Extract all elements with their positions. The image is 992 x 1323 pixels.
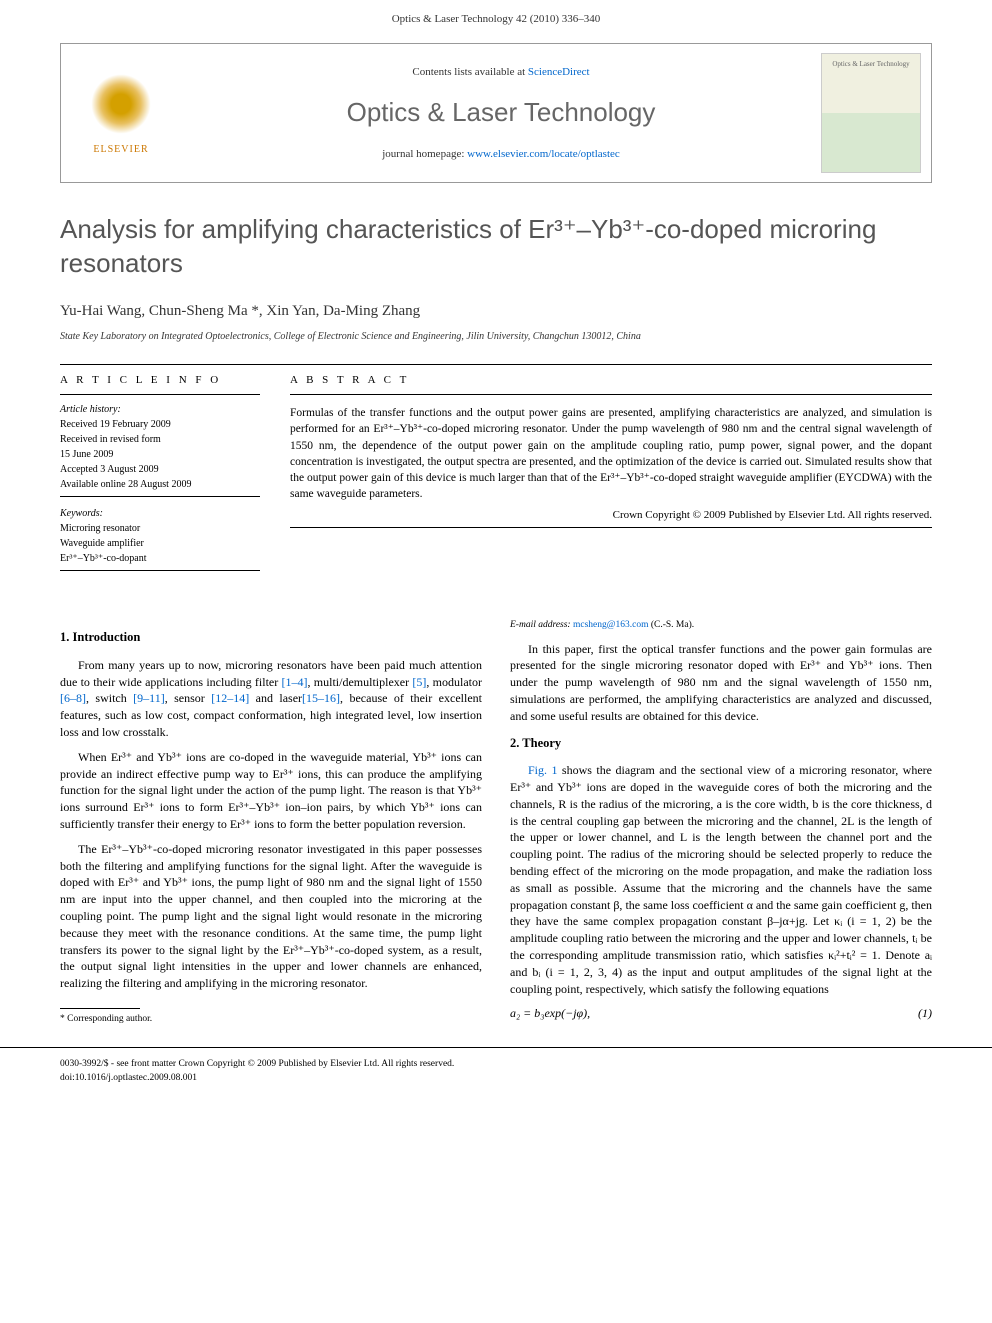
section-1-heading: 1. Introduction — [60, 629, 482, 647]
email-label: E-mail address: — [510, 620, 573, 630]
affiliation: State Key Laboratory on Integrated Optoe… — [60, 330, 932, 344]
email-link[interactable]: mcsheng@163.com — [573, 620, 649, 630]
keyword: Waveguide amplifier — [60, 536, 260, 551]
ref-link[interactable]: [6–8] — [60, 691, 86, 705]
corresponding-author: * Corresponding author. — [60, 1013, 482, 1026]
keyword: Er³⁺–Yb³⁺-co-dopant — [60, 551, 260, 566]
copyright: Crown Copyright © 2009 Published by Else… — [290, 508, 932, 523]
ref-link[interactable]: [5] — [412, 675, 426, 689]
footer-doi: doi:10.1016/j.optlastec.2009.08.001 — [60, 1072, 932, 1085]
article-info-heading: A R T I C L E I N F O — [60, 373, 260, 388]
keyword: Microring resonator — [60, 521, 260, 536]
text: , modulator — [426, 675, 482, 689]
ref-link[interactable]: [9–11] — [133, 691, 165, 705]
info-divider — [60, 496, 260, 497]
abstract-divider — [290, 527, 932, 528]
body-paragraph: In this paper, first the optical transfe… — [510, 641, 932, 725]
body-paragraph: The Er³⁺–Yb³⁺-co-doped microring resonat… — [60, 841, 482, 992]
article-title: Analysis for amplifying characteristics … — [60, 213, 932, 281]
running-header: Optics & Laser Technology 42 (2010) 336–… — [0, 0, 992, 35]
body-paragraph: When Er³⁺ and Yb³⁺ ions are co-doped in … — [60, 749, 482, 833]
history-online: Available online 28 August 2009 — [60, 477, 260, 492]
equation-body: a₂ = b₃exp(−jφ), — [510, 1005, 590, 1022]
abstract-text: Formulas of the transfer functions and t… — [290, 405, 932, 502]
history-revised: Received in revised form — [60, 432, 260, 447]
page-footer: 0030-3992/$ - see front matter Crown Cop… — [0, 1047, 992, 1105]
history-revised-date: 15 June 2009 — [60, 447, 260, 462]
text: , switch — [86, 691, 133, 705]
elsevier-tree-icon — [86, 69, 156, 139]
body-columns: 1. Introduction From many years up to no… — [60, 619, 932, 1031]
divider — [60, 364, 932, 365]
abstract-heading: A B S T R A C T — [290, 373, 932, 388]
contents-line: Contents lists available at ScienceDirec… — [191, 65, 811, 80]
homepage-line: journal homepage: www.elsevier.com/locat… — [191, 147, 811, 162]
cover-text: Optics & Laser Technology — [832, 60, 909, 70]
info-divider — [60, 570, 260, 571]
history-accepted: Accepted 3 August 2009 — [60, 462, 260, 477]
equation-number: (1) — [918, 1005, 932, 1022]
body-paragraph: Fig. 1 shows the diagram and the section… — [510, 762, 932, 997]
footer-line-1: 0030-3992/$ - see front matter Crown Cop… — [60, 1058, 932, 1071]
meta-center: Contents lists available at ScienceDirec… — [181, 55, 821, 172]
history-received: Received 19 February 2009 — [60, 417, 260, 432]
ref-link[interactable]: [12–14] — [211, 691, 249, 705]
abstract-block: A B S T R A C T Formulas of the transfer… — [290, 373, 932, 579]
keywords-label: Keywords: — [60, 507, 260, 521]
text: , sensor — [165, 691, 212, 705]
journal-name: Optics & Laser Technology — [191, 94, 811, 130]
email-suffix: (C.-S. Ma). — [648, 620, 694, 630]
text: and laser — [249, 691, 302, 705]
authors: Yu-Hai Wang, Chun-Sheng Ma *, Xin Yan, D… — [60, 301, 932, 322]
equation-1: a₂ = b₃exp(−jφ), (1) — [510, 1005, 932, 1022]
journal-meta-box: ELSEVIER Contents lists available at Sci… — [60, 43, 932, 183]
article-info: A R T I C L E I N F O Article history: R… — [60, 373, 260, 579]
sciencedirect-link[interactable]: ScienceDirect — [528, 66, 590, 78]
text: , multi/demultiplexer — [308, 675, 413, 689]
ref-link[interactable]: [15–16] — [302, 691, 340, 705]
text: shows the diagram and the sectional view… — [510, 763, 932, 995]
info-abstract-row: A R T I C L E I N F O Article history: R… — [60, 373, 932, 579]
email-footnote: E-mail address: mcsheng@163.com (C.-S. M… — [510, 619, 932, 632]
contents-prefix: Contents lists available at — [412, 66, 527, 78]
homepage-prefix: journal homepage: — [382, 148, 467, 160]
abstract-divider — [290, 394, 932, 395]
footnote-separator — [60, 1008, 140, 1009]
history-label: Article history: — [60, 403, 260, 417]
journal-cover-thumb: Optics & Laser Technology — [821, 53, 921, 173]
elsevier-logo: ELSEVIER — [61, 44, 181, 182]
elsevier-label: ELSEVIER — [93, 143, 148, 157]
homepage-link[interactable]: www.elsevier.com/locate/optlastec — [467, 148, 620, 160]
body-paragraph: From many years up to now, microring res… — [60, 657, 482, 741]
info-divider — [60, 394, 260, 395]
section-2-heading: 2. Theory — [510, 735, 932, 753]
figure-link[interactable]: Fig. 1 — [528, 763, 557, 777]
ref-link[interactable]: [1–4] — [282, 675, 308, 689]
